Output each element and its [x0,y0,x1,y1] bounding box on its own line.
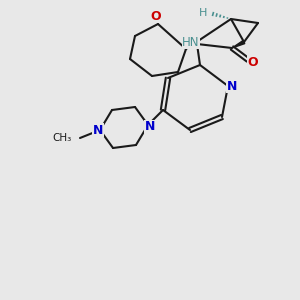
Text: O: O [248,56,258,68]
Text: N: N [145,121,155,134]
Text: O: O [151,10,161,22]
Text: N: N [93,124,103,136]
Text: N: N [227,80,237,92]
Text: CH₃: CH₃ [53,133,72,143]
Text: HN: HN [182,35,200,49]
Text: H: H [199,8,207,18]
Polygon shape [232,40,245,48]
